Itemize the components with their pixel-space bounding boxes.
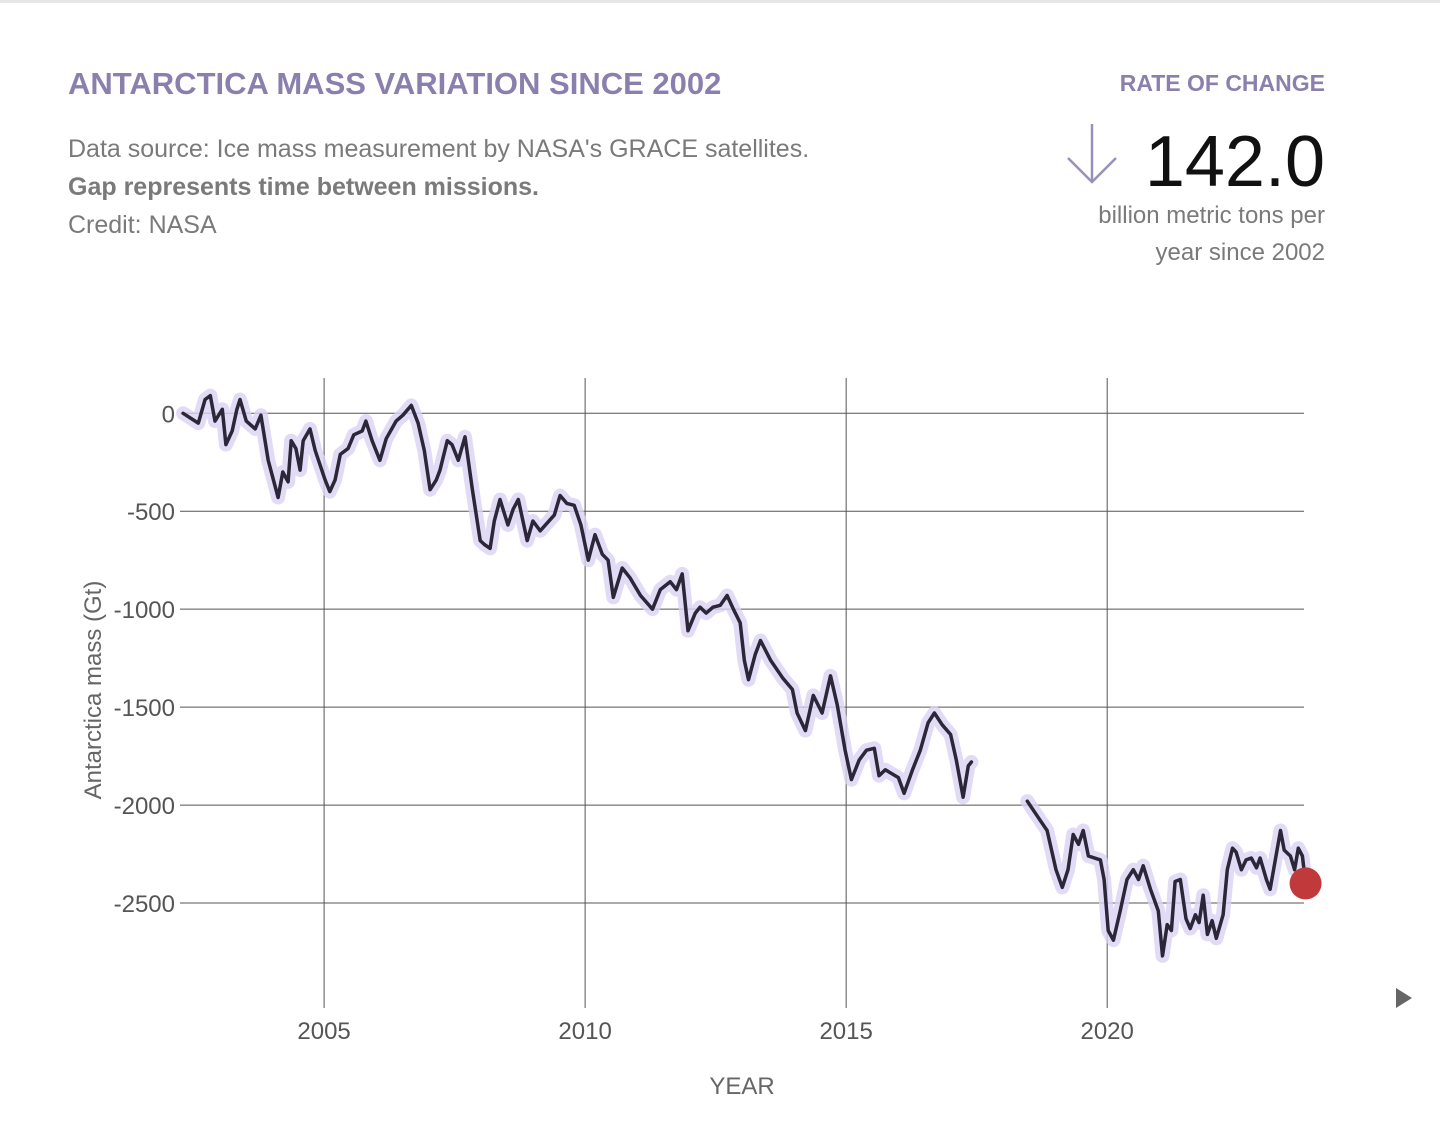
uncertainty-band	[176, 388, 1313, 963]
x-tick-label: 2015	[819, 1018, 872, 1045]
x-tick-label: 2010	[558, 1018, 611, 1045]
rate-value: 142.0	[1145, 122, 1325, 202]
y-tick-label: -1500	[114, 695, 175, 722]
y-axis-label: Antarctica mass (Gt)	[80, 581, 107, 800]
y-tick-label: -2500	[114, 891, 175, 918]
y-tick-label: -2000	[114, 793, 175, 820]
y-tick-label: 0	[162, 401, 175, 428]
latest-marker	[1289, 867, 1322, 900]
gap-note: Gap represents time between missions.	[68, 173, 539, 201]
x-tick-label: 2020	[1080, 1018, 1133, 1045]
chart-title: ANTARCTICA MASS VARIATION SINCE 2002	[68, 66, 721, 101]
next-arrow[interactable]	[1396, 988, 1412, 1008]
x-tick-label: 2005	[297, 1018, 350, 1045]
rate-label: RATE OF CHANGE	[1120, 70, 1325, 96]
top-edge	[0, 0, 1440, 3]
x-axis-label: YEAR	[709, 1073, 774, 1100]
rate-unit: year since 2002	[1156, 239, 1325, 266]
y-tick-label: -500	[127, 499, 175, 526]
source-note: Data source: Ice mass measurement by NAS…	[68, 135, 809, 163]
credit: Credit: NASA	[68, 211, 217, 239]
rate-unit: billion metric tons per	[1098, 202, 1325, 229]
mass-line	[181, 393, 1308, 958]
down-arrow	[1067, 124, 1117, 184]
y-tick-label: -1000	[114, 597, 175, 624]
